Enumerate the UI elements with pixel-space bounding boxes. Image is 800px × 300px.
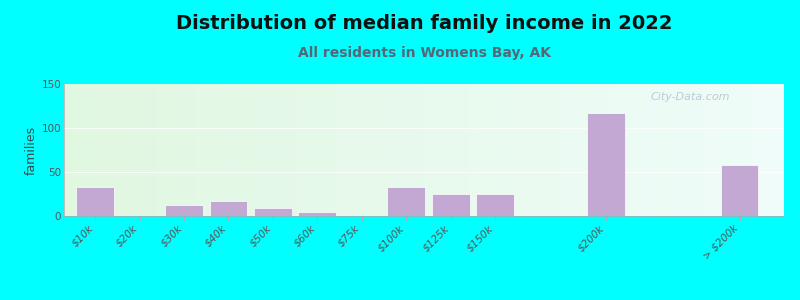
Text: All residents in Womens Bay, AK: All residents in Womens Bay, AK <box>298 46 550 60</box>
Bar <box>721 165 758 216</box>
Bar <box>254 208 292 216</box>
Bar <box>210 201 247 216</box>
Y-axis label: families: families <box>24 125 38 175</box>
Text: City-Data.com: City-Data.com <box>650 92 730 102</box>
Bar <box>587 113 625 216</box>
Title: Distribution of median family income in 2022: Distribution of median family income in … <box>176 14 672 34</box>
Bar <box>165 206 203 216</box>
Bar <box>76 187 114 216</box>
Bar <box>298 212 336 216</box>
Bar <box>432 194 470 216</box>
Bar <box>476 194 514 216</box>
Bar <box>387 187 425 216</box>
